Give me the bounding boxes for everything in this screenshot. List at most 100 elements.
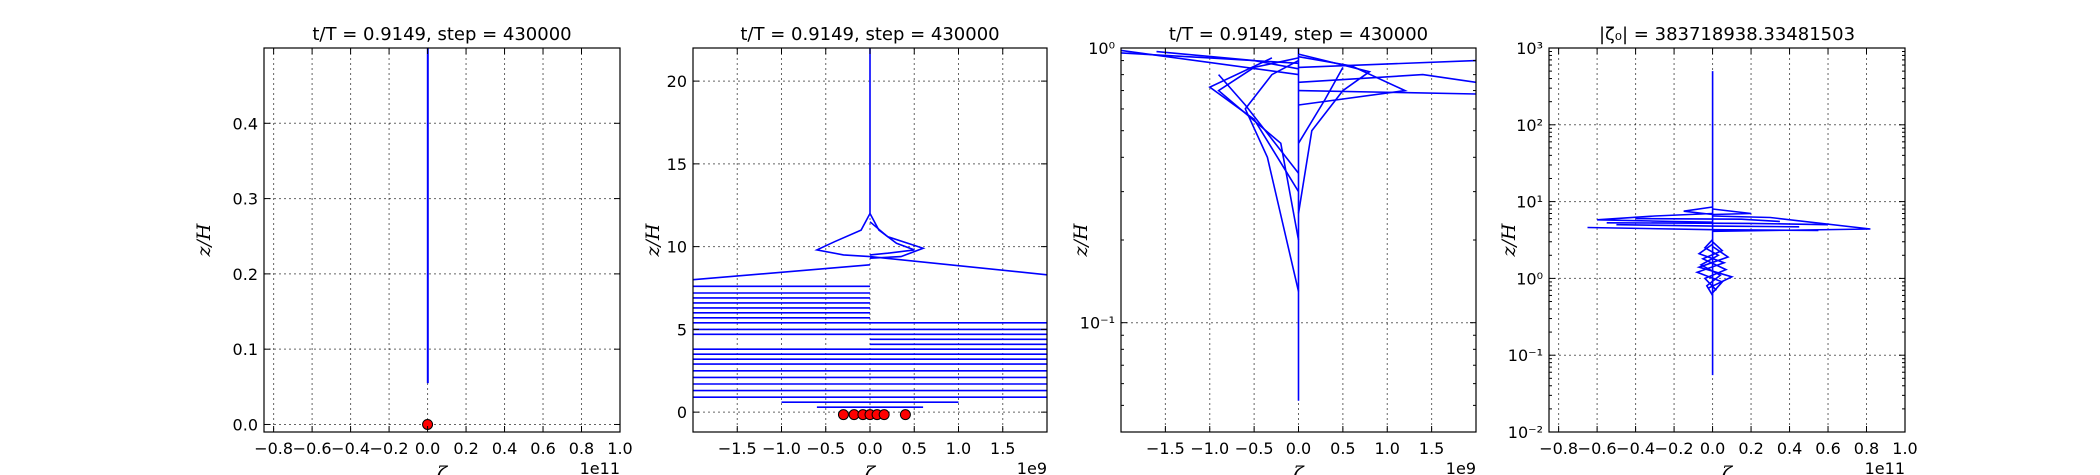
y-tick-label: 0.0: [233, 415, 258, 434]
y-tick-label: 5: [677, 320, 687, 339]
series-line: [1635, 217, 1780, 223]
series-line: [869, 48, 915, 256]
series-line: [1606, 222, 1829, 226]
series-line: [693, 264, 871, 281]
y-tick-label: 0: [677, 403, 687, 422]
y-tick-label: 10³: [1516, 39, 1543, 58]
series-line: [1121, 52, 1299, 65]
chart-panel-2: −1.5 −1.0 −0.5 0.0 0.5 1.0 1.5 0 5 10 15 20 t/T = 0.…: [642, 24, 1048, 475]
y-tick-label: 0.3: [233, 190, 258, 209]
x-tick-label: −1.5: [718, 439, 757, 458]
x-tick-label: −0.5: [1235, 439, 1274, 458]
series-line: [1597, 212, 1713, 223]
series-line: [814, 213, 871, 258]
y-axis-label: z/H: [1070, 223, 1092, 257]
x-tick-label: −0.6: [1578, 439, 1617, 458]
x-axis-label: ζ: [437, 463, 449, 475]
y-tick-label: 10¹: [1516, 193, 1543, 212]
chart-panel-4: −0.8 −0.6 −0.4 −0.2 0.0 0.2 0.4 0.6 0.8 1.0 10⁻² 10…: [1498, 24, 1918, 475]
chart-title: t/T = 0.9149, step = 430000: [1169, 24, 1428, 45]
y-tick-label: 10⁻¹: [1508, 346, 1543, 365]
x-tick-label: 0.6: [530, 439, 555, 458]
y-tick-label: 0.4: [233, 114, 258, 133]
series-line: [1217, 57, 1300, 241]
series-line: [1297, 53, 1372, 214]
x-tick-label: −1.0: [762, 439, 801, 458]
x-offset-label: 1e11: [1865, 459, 1905, 475]
x-tick-label: 0.4: [1777, 439, 1802, 458]
x-tick-label: −0.4: [1616, 439, 1655, 458]
x-tick-label: 1.5: [1419, 439, 1444, 458]
plot-area: [693, 48, 1047, 409]
x-tick-label: 1.0: [607, 439, 632, 458]
y-tick-label: 20: [667, 72, 687, 91]
series-line: [1587, 226, 1819, 232]
series-line: [1696, 245, 1735, 289]
data-marker: [899, 409, 911, 421]
x-tick-label: 0.0: [415, 439, 440, 458]
series-line: [1298, 59, 1476, 69]
series-line: [1298, 55, 1408, 106]
series-line: [1616, 223, 1800, 228]
x-axis-label: ζ: [1293, 463, 1305, 475]
y-tick-label: 15: [667, 155, 687, 174]
x-tick-label: 1.0: [1892, 439, 1917, 458]
x-tick-label: 0.0: [857, 439, 882, 458]
y-tick-label: 10⁰: [1088, 39, 1115, 58]
y-tick-label: 10²: [1516, 116, 1543, 135]
x-tick-label: 0.8: [569, 439, 594, 458]
x-offset-label: 1e9: [1446, 459, 1476, 475]
series-line: [1298, 89, 1476, 95]
y-tick-label: 0.1: [233, 340, 258, 359]
x-tick-label: −1.0: [1190, 439, 1229, 458]
y-tick-label: 10⁻²: [1508, 423, 1543, 442]
y-axis-label: z/H: [642, 223, 664, 257]
series-line: [869, 255, 1047, 276]
x-tick-label: −0.8: [254, 439, 293, 458]
plot-area: [1587, 71, 1871, 376]
chart-panel-1: −0.8 −0.6 −0.4 −0.2 0.0 0.2 0.4 0.6 0.8 1.0 0.0 0.1…: [193, 24, 633, 475]
axes-frame: [1548, 47, 1906, 433]
x-tick-label: −0.5: [806, 439, 845, 458]
series-line: [1297, 67, 1344, 144]
y-tick-label: 0.2: [233, 265, 258, 284]
chart-title: |ζ₀| = 383718938.33481503: [1599, 24, 1855, 45]
x-tick-label: 0.8: [1854, 439, 1879, 458]
y-tick-label: 10: [667, 238, 687, 257]
series-line: [1699, 239, 1722, 296]
x-offset-label: 1e11: [580, 459, 620, 475]
x-tick-label: 0.2: [1738, 439, 1763, 458]
y-axis-label: z/H: [193, 223, 215, 257]
series-line: [1208, 57, 1300, 193]
x-tick-label: 0.6: [1815, 439, 1840, 458]
x-tick-label: 0.5: [1330, 439, 1355, 458]
x-axis-label: ζ: [1722, 463, 1734, 475]
x-tick-label: −0.4: [331, 439, 370, 458]
x-tick-label: 0.0: [1286, 439, 1311, 458]
x-tick-label: 0.4: [492, 439, 517, 458]
x-tick-label: −1.5: [1146, 439, 1185, 458]
series-line: [869, 221, 926, 259]
y-axis-label: z/H: [1498, 223, 1520, 257]
x-tick-label: 1.0: [1375, 439, 1400, 458]
y-tick-label: 10⁰: [1516, 269, 1543, 288]
chart-title: t/T = 0.9149, step = 430000: [740, 24, 999, 45]
x-offset-label: 1e9: [1017, 459, 1047, 475]
chart-title: t/T = 0.9149, step = 430000: [312, 24, 571, 45]
x-tick-label: 0.2: [453, 439, 478, 458]
x-tick-label: 0.0: [1700, 439, 1725, 458]
x-tick-label: −0.2: [370, 439, 409, 458]
x-tick-label: −0.8: [1539, 439, 1578, 458]
series-line: [1683, 206, 1752, 216]
series-line: [1700, 241, 1728, 291]
data-marker: [878, 409, 890, 421]
series-line: [1244, 59, 1300, 292]
series-line: [1298, 73, 1476, 84]
x-tick-label: 0.5: [902, 439, 927, 458]
chart-panel-3: −1.5 −1.0 −0.5 0.0 0.5 1.0 1.5 10⁻¹ 10⁰ t/T = 0.9…: [1070, 24, 1477, 475]
data-marker: [837, 409, 849, 421]
series-line: [1156, 50, 1299, 70]
x-tick-label: 1.0: [946, 439, 971, 458]
plot-area: [1121, 48, 1476, 401]
